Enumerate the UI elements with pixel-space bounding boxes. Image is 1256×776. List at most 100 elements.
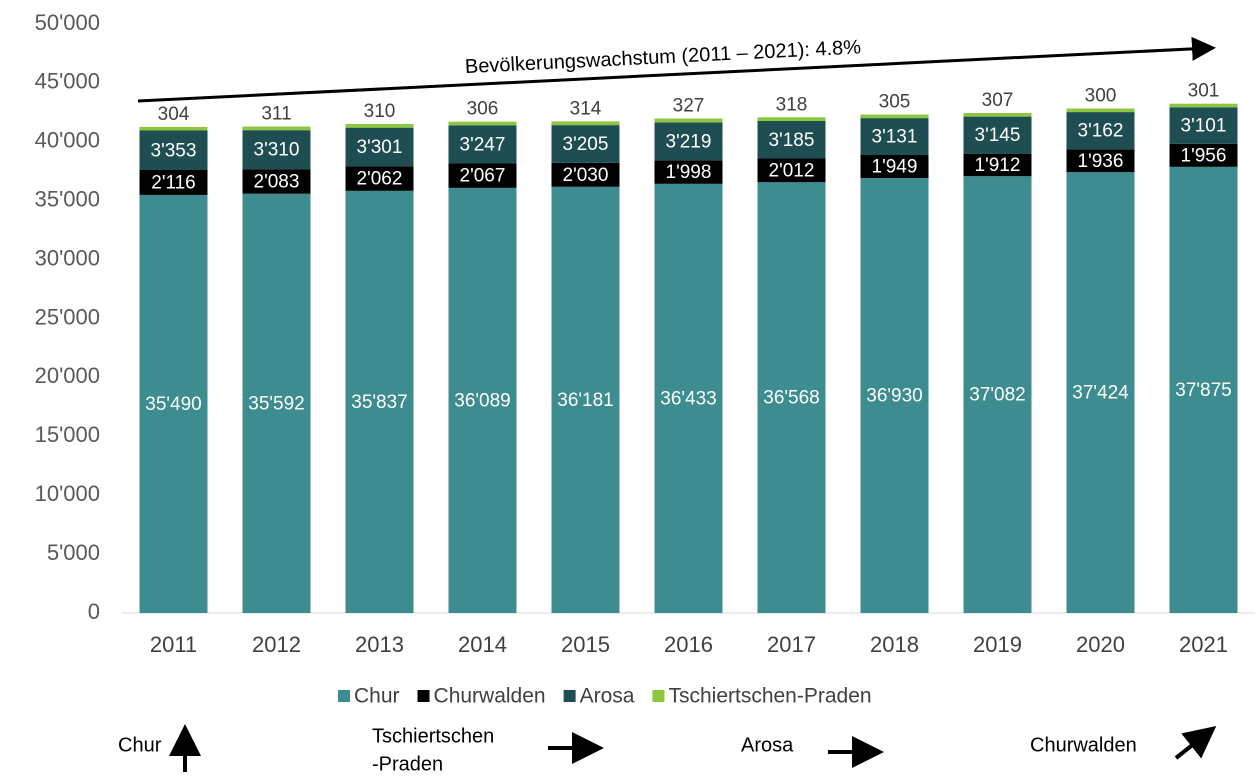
bar-segment [654, 183, 723, 613]
bar-segment [1169, 143, 1238, 167]
data-label: 327 [673, 96, 705, 117]
bar-segment [757, 182, 826, 614]
data-label: 2'012 [769, 160, 815, 181]
x-tick-label: 2021 [1179, 632, 1228, 657]
bar-segment [1066, 149, 1135, 173]
bar-segment [345, 124, 414, 128]
legend-swatch [563, 690, 576, 702]
bar-segment [448, 187, 517, 613]
y-tick-label: 30'000 [35, 245, 100, 270]
data-label: 3'247 [460, 134, 506, 155]
note: Churwalden [1030, 734, 1137, 756]
legend-swatch [652, 690, 665, 702]
x-tick-label: 2011 [150, 632, 197, 657]
data-label: 37'082 [969, 385, 1025, 406]
data-label: 36'568 [763, 388, 819, 409]
data-label: 1'936 [1078, 151, 1124, 172]
bar-segment [654, 122, 723, 161]
data-label: 1'949 [872, 157, 918, 178]
bar-segment [139, 126, 208, 131]
bar-segment [448, 125, 517, 164]
data-label: 37'424 [1072, 383, 1129, 404]
bar-segment [757, 117, 826, 122]
bar-segment [242, 126, 311, 131]
data-label: 2'083 [254, 171, 300, 192]
x-tick-label: 2013 [355, 632, 404, 657]
bar-segment [860, 155, 929, 178]
bar-segment [139, 194, 208, 613]
data-label: 304 [158, 104, 190, 125]
data-label: 3'101 [1181, 116, 1227, 137]
bar-segment [448, 121, 517, 126]
bar-segment [345, 190, 414, 613]
y-tick-label: 20'000 [35, 363, 100, 388]
bar-segment [860, 177, 929, 613]
bar-segment [654, 160, 723, 184]
legend-label: Chur [354, 685, 400, 708]
bar-segment [551, 121, 620, 126]
data-label: 3'205 [563, 134, 609, 155]
data-label: 36'181 [557, 390, 613, 411]
bar-segment [654, 118, 723, 123]
y-tick-label: 25'000 [35, 304, 100, 329]
x-tick-label: 2012 [252, 632, 301, 657]
data-label: 36'433 [660, 388, 716, 409]
legend-label: Tschiertschen-Praden [668, 685, 871, 708]
note: Chur [118, 734, 162, 756]
data-label: 300 [1085, 86, 1117, 107]
data-label: 3'353 [151, 140, 197, 161]
note: Tschiertschen [372, 725, 494, 747]
data-label: 35'592 [248, 393, 304, 414]
bar-segment [963, 116, 1032, 154]
bar-segment [242, 130, 311, 170]
bar-segment [1066, 112, 1135, 150]
data-label: 3'301 [357, 137, 403, 158]
y-tick-label: 40'000 [35, 128, 100, 153]
x-tick-label: 2017 [767, 632, 816, 657]
data-label: 1'912 [975, 155, 1021, 176]
bar-segment [551, 186, 620, 613]
data-label: 314 [570, 98, 602, 119]
data-label: 37'875 [1175, 380, 1231, 401]
data-label: 35'837 [351, 392, 407, 413]
bar-segment [345, 127, 414, 167]
data-label: 36'089 [454, 390, 510, 411]
annotation: Bevölkerungswachstum (2011 – 2021): 4.8% [464, 36, 861, 78]
bar-segment [1066, 172, 1135, 614]
bar-segment [757, 121, 826, 159]
data-label: 301 [1188, 81, 1220, 102]
y-tick-label: 35'000 [35, 187, 100, 212]
data-label: 35'490 [145, 394, 201, 415]
bar-segment [860, 114, 929, 119]
bar-segment [963, 112, 1032, 117]
data-label: 1'998 [666, 162, 712, 183]
bar-segment [551, 125, 620, 163]
note-arrow [1174, 726, 1217, 760]
x-tick-label: 2016 [664, 632, 713, 657]
data-label: 310 [364, 101, 396, 122]
legend-swatch [338, 690, 350, 702]
data-label: 3'310 [254, 140, 300, 161]
data-label: 311 [261, 104, 291, 125]
note: Arosa [741, 734, 794, 756]
data-label: 3'145 [975, 125, 1021, 146]
trend-arrow [137, 36, 1216, 103]
bar-segment [757, 158, 826, 183]
x-tick-label: 2014 [458, 632, 507, 657]
legend-swatch [417, 690, 430, 702]
note: -Praden [372, 753, 443, 775]
data-label: 1'956 [1181, 145, 1227, 166]
bar-segment [1169, 103, 1238, 108]
bar-segment [551, 162, 620, 187]
y-tick-label: 0 [88, 599, 100, 624]
x-tick-label: 2018 [870, 632, 919, 657]
data-label: 3'162 [1078, 121, 1124, 142]
bar-segment [1066, 108, 1135, 113]
y-tick-label: 50'000 [35, 10, 100, 35]
data-label: 2'062 [357, 169, 403, 190]
data-label: 2'116 [151, 172, 196, 193]
data-label: 36'930 [866, 385, 922, 406]
legend-label: Arosa [580, 685, 635, 708]
y-tick-label: 10'000 [35, 481, 100, 506]
